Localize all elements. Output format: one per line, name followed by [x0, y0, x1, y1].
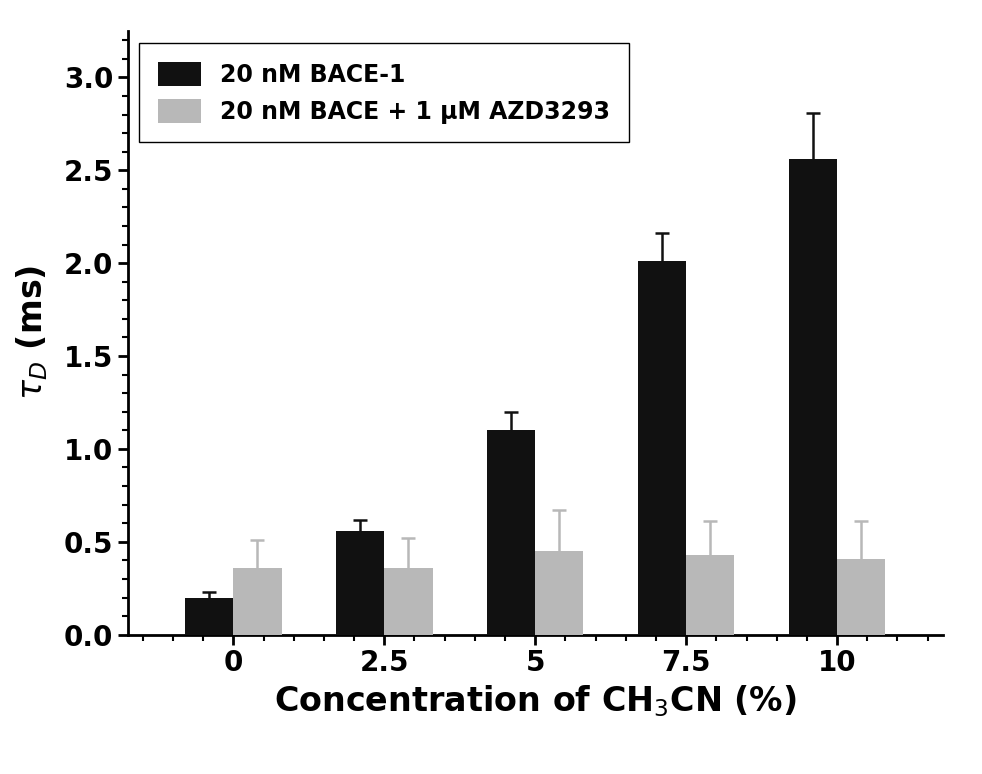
Bar — [384, 568, 432, 635]
Bar — [686, 555, 735, 635]
Bar — [234, 568, 282, 635]
Bar — [837, 559, 886, 635]
Bar — [487, 430, 535, 635]
Bar — [185, 598, 234, 635]
Bar — [336, 531, 384, 635]
Bar — [638, 262, 686, 635]
X-axis label: Concentration of CH$_3$CN (%): Concentration of CH$_3$CN (%) — [274, 683, 796, 718]
Y-axis label: $\tau$$_D$ (ms): $\tau$$_D$ (ms) — [14, 265, 50, 400]
Legend: 20 nM BACE-1, 20 nM BACE + 1 μM AZD3293: 20 nM BACE-1, 20 nM BACE + 1 μM AZD3293 — [139, 43, 628, 142]
Bar — [789, 159, 837, 635]
Bar — [535, 551, 583, 635]
